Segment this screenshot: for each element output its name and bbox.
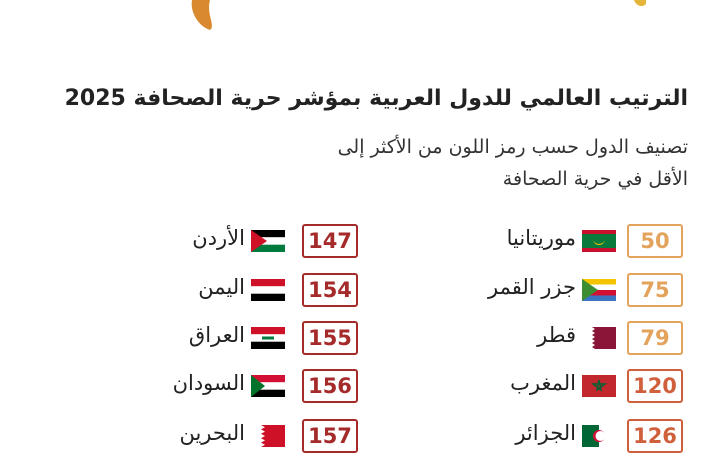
- country-name: المغرب: [510, 371, 576, 395]
- decoration: [634, 0, 646, 7]
- country-name: السودان: [172, 371, 245, 395]
- country-name: العراق: [188, 323, 245, 347]
- flag: [582, 375, 616, 401]
- country-name: جزر القمر: [488, 275, 576, 299]
- decoration: [191, 0, 212, 30]
- country-name: موريتانيا: [506, 226, 576, 250]
- rank-box: 147: [302, 224, 358, 258]
- flag-icon: [251, 327, 285, 349]
- title: الترتيب العالمي للدول العربية بمؤشر حرية…: [64, 86, 688, 111]
- rank-box: 155: [302, 321, 358, 355]
- rank-box: 120: [627, 369, 683, 403]
- flag-icon: [251, 425, 285, 447]
- flag: [582, 230, 616, 256]
- flag-icon: [251, 230, 285, 252]
- flag-icon: [582, 327, 616, 349]
- flag: [251, 230, 285, 256]
- rank-box: 126: [627, 419, 683, 453]
- flag: [251, 279, 285, 305]
- country-name: الأردن: [192, 226, 245, 250]
- flag-icon: [251, 375, 285, 397]
- rank-box: 50: [627, 224, 683, 258]
- flag: [582, 327, 616, 353]
- flag: [582, 425, 616, 451]
- flag-icon: [582, 279, 616, 301]
- rank-box: 79: [627, 321, 683, 355]
- country-name: البحرين: [179, 421, 245, 445]
- rank-box: 157: [302, 419, 358, 453]
- flag-icon: [251, 279, 285, 301]
- rank-box: 156: [302, 369, 358, 403]
- flag: [251, 375, 285, 401]
- flag: [251, 327, 285, 353]
- rank-box: 75: [627, 273, 683, 307]
- country-name: قطر: [537, 323, 576, 347]
- country-name: اليمن: [198, 275, 245, 299]
- subtitle-line: تصنيف الدول حسب رمز اللون من الأكثر إلى: [337, 136, 688, 158]
- flag-icon: [582, 230, 616, 252]
- flag-icon: [582, 425, 616, 447]
- subtitle-line: الأقل في حرية الصحافة: [502, 168, 688, 190]
- country-name: الجزائر: [515, 421, 576, 445]
- flag: [582, 279, 616, 305]
- flag-icon: [582, 375, 616, 397]
- flag: [251, 425, 285, 451]
- rank-box: 154: [302, 273, 358, 307]
